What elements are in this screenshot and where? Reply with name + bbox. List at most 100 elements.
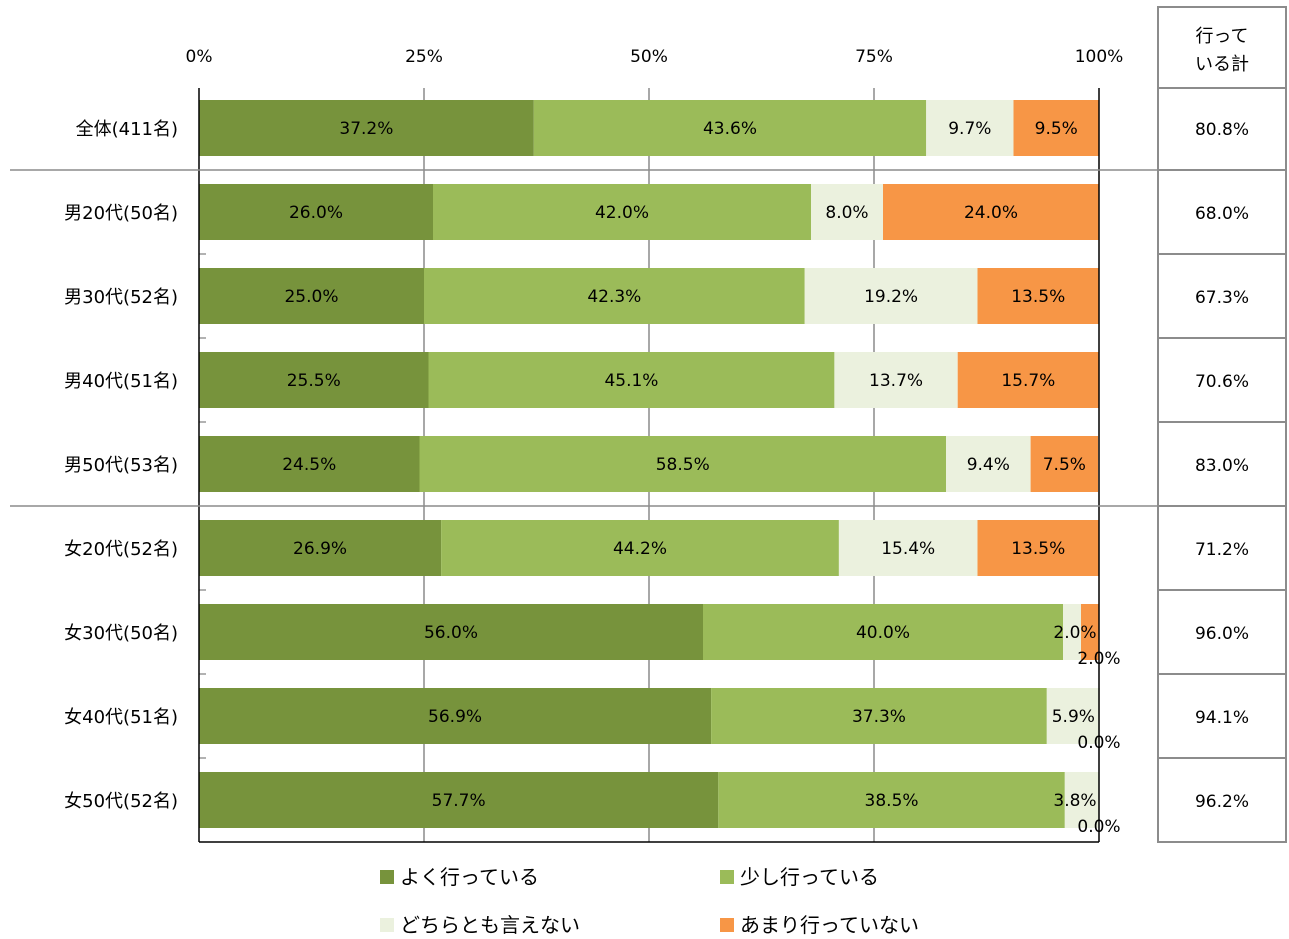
bar-segment [811, 184, 883, 240]
data-label: 37.2% [339, 119, 393, 139]
bar-segment [1013, 100, 1099, 156]
data-label: 42.0% [595, 203, 649, 223]
data-label: 15.4% [881, 539, 935, 559]
data-label: 15.7% [1001, 371, 1055, 391]
data-label: 9.5% [1035, 119, 1078, 139]
data-label: 5.9% [1052, 707, 1095, 727]
total-value: 96.0% [1195, 624, 1249, 644]
x-tick-label: 25% [405, 47, 443, 67]
axes: 0% 25% 50% 75% 100% 全体(411名) 男20代(50名) 男30代(52名… [10, 47, 1158, 843]
bar-segment [711, 688, 1047, 744]
data-label: 8.0% [825, 203, 868, 223]
legend-label: 少し行っている [740, 865, 879, 889]
data-label: 38.5% [865, 791, 919, 811]
total-value: 83.0% [1195, 456, 1249, 476]
legend-label: どちらとも言えない [400, 913, 580, 937]
bar-segment [199, 688, 712, 744]
category-label: 男50代(53名) [64, 455, 178, 476]
data-label: 13.5% [1011, 539, 1065, 559]
category-label: 全体(411名) [76, 119, 178, 140]
data-label: 44.2% [613, 539, 667, 559]
bar-segment [433, 184, 811, 240]
bar-segment [977, 268, 1099, 324]
total-value: 70.6% [1195, 372, 1249, 392]
bar-segment [199, 184, 433, 240]
legend-label: よく行っている [400, 865, 539, 889]
x-tick-label: 100% [1075, 47, 1124, 67]
bar-segment [199, 436, 420, 492]
bar-segment [199, 604, 703, 660]
data-label: 19.2% [864, 287, 918, 307]
bar-segment [533, 100, 927, 156]
bar-segment [957, 352, 1099, 408]
bar-segment [428, 352, 835, 408]
bar-segment [1064, 772, 1099, 828]
total-value: 71.2% [1195, 540, 1249, 560]
bar-segment [424, 268, 805, 324]
bar-segment [199, 772, 719, 828]
data-label: 45.1% [604, 371, 658, 391]
bar-segment [946, 436, 1031, 492]
bar-segment [1063, 604, 1081, 660]
legend-label: あまり行っていない [740, 913, 919, 937]
category-label: 男20代(50名) [64, 203, 178, 224]
data-label: 13.7% [869, 371, 923, 391]
data-label: 9.7% [948, 119, 991, 139]
data-label: 58.5% [656, 455, 710, 475]
bar-segment [838, 520, 978, 576]
data-label: 2.0% [1053, 623, 1096, 643]
category-label: 女20代(52名) [64, 539, 178, 560]
bar-segment [199, 520, 442, 576]
table-header-line2: いる計 [1195, 54, 1249, 75]
data-label: 43.6% [703, 119, 757, 139]
data-label: 42.3% [587, 287, 641, 307]
data-label: 37.3% [852, 707, 906, 727]
x-tick-label: 0% [186, 47, 213, 67]
bar-segment [703, 604, 1063, 660]
legend-swatch [380, 918, 394, 932]
table-border [1157, 6, 1287, 843]
bar-segment [441, 520, 839, 576]
bar-segment [199, 268, 424, 324]
category-label: 女40代(51名) [64, 707, 178, 728]
legend-swatch [380, 870, 394, 884]
category-label: 女50代(52名) [64, 791, 178, 812]
category-label: 男30代(52名) [64, 287, 178, 308]
bar-segment [883, 184, 1099, 240]
data-label: 24.5% [282, 455, 336, 475]
total-value: 94.1% [1195, 708, 1249, 728]
legend-swatch [720, 918, 734, 932]
category-label: 男40代(51名) [64, 371, 178, 392]
data-label: 9.4% [967, 455, 1010, 475]
bar-segment [419, 436, 946, 492]
bars [199, 100, 1100, 828]
data-label: 3.8% [1053, 791, 1096, 811]
bar-segment [718, 772, 1065, 828]
data-label: 25.0% [284, 287, 338, 307]
data-label: 56.9% [428, 707, 482, 727]
data-label: 13.5% [1011, 287, 1065, 307]
bar-segment [834, 352, 958, 408]
table-header-line1: 行って [1195, 26, 1248, 47]
bar-segment [804, 268, 978, 324]
bar-segment [199, 100, 534, 156]
total-value: 68.0% [1195, 204, 1249, 224]
total-value: 67.3% [1195, 288, 1249, 308]
data-label: 24.0% [964, 203, 1018, 223]
bar-segment [1046, 688, 1100, 744]
data-labels: 37.2% 43.6% 9.7% 9.5% 26.0% 42.0% 8.0% 24.0% 25.… [282, 119, 1120, 837]
data-label: 56.0% [424, 623, 478, 643]
data-label: 40.0% [856, 623, 910, 643]
bar-segment [1081, 604, 1099, 660]
bar-segment [977, 520, 1099, 576]
bar-segment [199, 352, 429, 408]
total-value: 96.2% [1195, 792, 1249, 812]
data-label: 7.5% [1043, 455, 1086, 475]
bar-segment [926, 100, 1014, 156]
data-label: 25.5% [287, 371, 341, 391]
category-label: 女30代(50名) [64, 623, 178, 644]
legend-swatch [720, 870, 734, 884]
